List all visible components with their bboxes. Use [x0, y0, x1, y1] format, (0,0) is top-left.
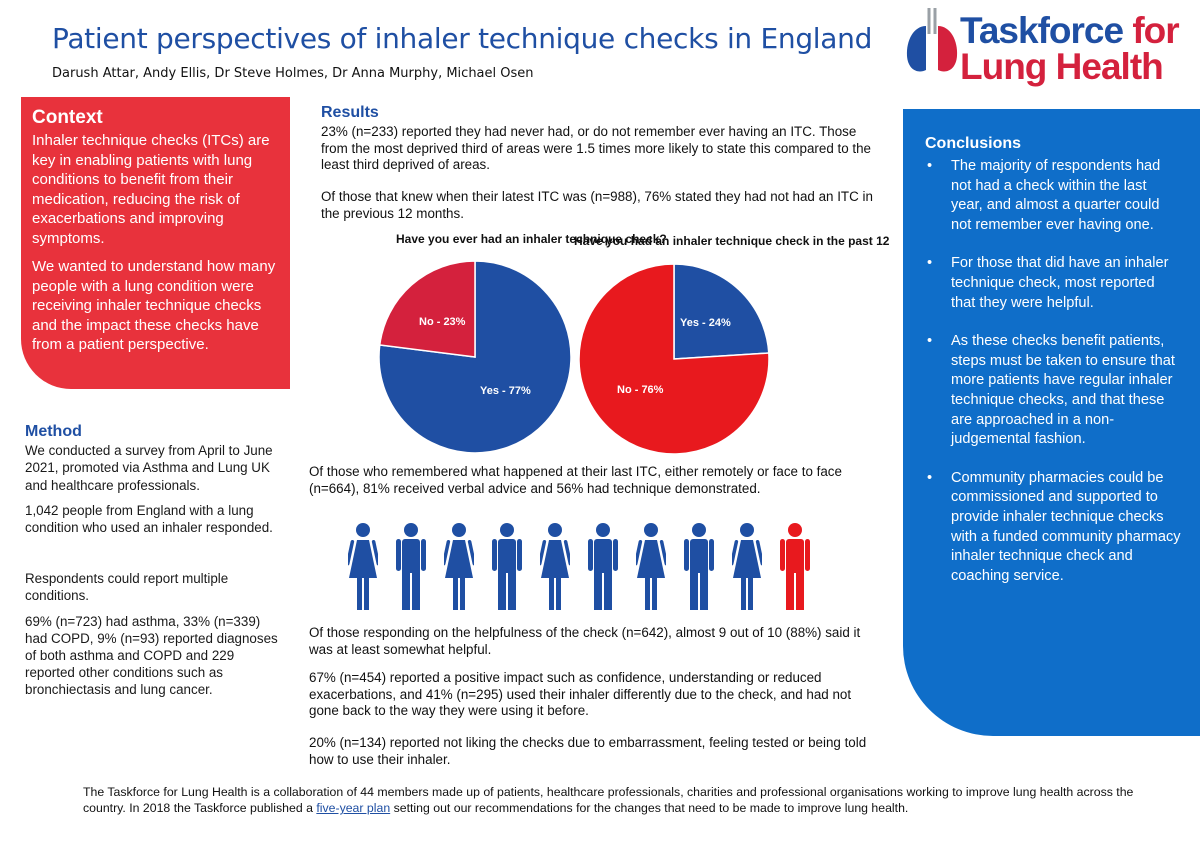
conclusion-item: • Community pharmacies could be commissio…: [927, 469, 1181, 584]
results-heading: Results: [321, 104, 379, 121]
context-paragraph: Inhaler technique checks (ITCs) are key …: [32, 132, 270, 247]
pie-2-label-no: No - 76%: [617, 384, 664, 396]
female-person-icon: [636, 523, 666, 610]
male-person-icon: [492, 523, 522, 610]
bullet-icon: •: [927, 158, 933, 174]
bullet-icon: •: [927, 255, 933, 272]
pie-charts: [378, 260, 770, 455]
pie-2-label-yes: Yes - 24%: [680, 317, 731, 329]
bullet-icon: •: [927, 469, 933, 486]
authors-line: Darush Attar, Andy Ellis, Dr Steve Holme…: [52, 66, 534, 81]
results-paragraph: Of those responding on the helpfulness o…: [309, 625, 861, 657]
method-paragraph: 1,042 people from England with a lung co…: [25, 502, 273, 536]
results-paragraph: 20% (n=134) reported not liking the chec…: [309, 735, 867, 767]
poster-title: Patient perspectives of inhaler techniqu…: [52, 22, 873, 55]
male-person-icon: [780, 523, 810, 610]
conclusions-panel: Conclusions • The majority of respondents…: [903, 109, 1200, 736]
context-panel: Context Inhaler technique checks (ITCs) …: [21, 97, 290, 389]
pie-2-slice-no: [578, 263, 770, 455]
method-paragraph: Respondents could report multiple condit…: [25, 571, 229, 604]
pie-1-label-yes: Yes - 77%: [480, 385, 531, 397]
pie-2-slice-yes: [673, 263, 770, 360]
conclusion-item: • As these checks benefit patients, steps…: [927, 333, 1175, 448]
female-person-icon: [732, 523, 762, 610]
logo-text-taskforce: Taskforce for: [960, 10, 1180, 51]
female-person-icon: [540, 523, 570, 610]
five-year-plan-link[interactable]: five-year plan: [316, 801, 391, 815]
taskforce-logo: Taskforce for Lung Health: [904, 4, 1180, 88]
method-paragraph: 69% (n=723) had asthma, 33% (n=339) had …: [25, 613, 278, 698]
results-paragraph: Of those who remembered what happened at…: [309, 464, 842, 496]
context-heading: Context: [32, 107, 103, 128]
conclusion-item: • For those that did have an inhaler tech…: [927, 255, 1169, 311]
male-person-icon: [684, 523, 714, 610]
conclusion-item: • The majority of respondents had not had…: [927, 158, 1161, 233]
results-paragraph: Of those that knew when their latest ITC…: [321, 189, 873, 221]
pie-1-label-no: No - 23%: [419, 316, 466, 328]
method-section: Method We conducted a survey from April …: [25, 423, 285, 707]
conclusions-list: • The majority of respondents had not had…: [925, 157, 1182, 586]
pie-1-slice-no: [378, 260, 476, 358]
male-person-icon: [396, 523, 426, 610]
results-paragraph: 23% (n=233) reported they had never had,…: [321, 124, 872, 173]
logo-text-lung-health: Lung Health: [960, 46, 1164, 87]
method-paragraph: We conducted a survey from April to June…: [25, 443, 273, 493]
male-person-icon: [588, 523, 618, 610]
results-paragraph: 67% (n=454) reported a positive impact s…: [309, 670, 852, 719]
footer-note: The Taskforce for Lung Health is a colla…: [83, 785, 1134, 815]
context-paragraph: We wanted to understand how many people …: [32, 258, 276, 353]
pie-2-title: Have you had an inhaler technique check …: [574, 234, 890, 248]
bullet-icon: •: [927, 333, 933, 350]
female-person-icon: [348, 523, 378, 610]
lungs-icon: [906, 8, 958, 72]
pie-1-title: Have you ever had an inhaler technique c…: [396, 232, 667, 246]
conclusions-heading: Conclusions: [925, 135, 1022, 152]
method-heading: Method: [25, 423, 82, 440]
female-person-icon: [444, 523, 474, 610]
